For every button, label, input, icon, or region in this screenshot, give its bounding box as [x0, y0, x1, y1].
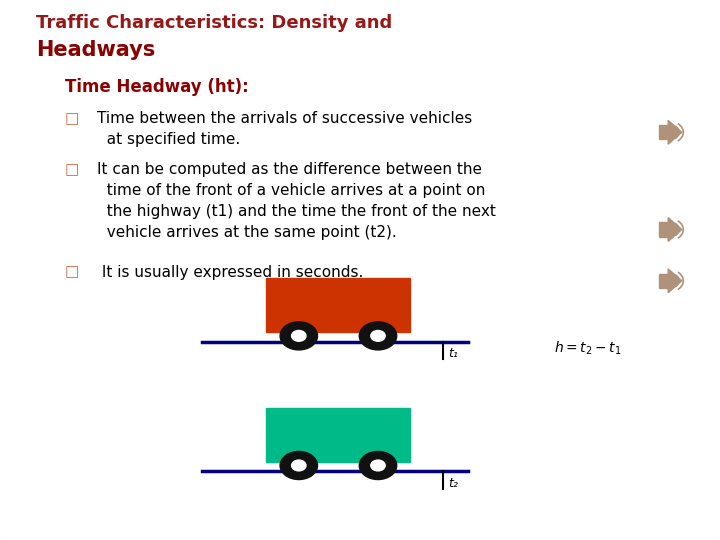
- Circle shape: [371, 330, 385, 341]
- Text: It can be computed as the difference between the
  time of the front of a vehicl: It can be computed as the difference bet…: [97, 162, 496, 240]
- Bar: [659, 125, 668, 139]
- Text: Time Headway (ht):: Time Headway (ht):: [65, 78, 248, 96]
- Text: □: □: [65, 265, 79, 280]
- Polygon shape: [668, 218, 682, 241]
- Circle shape: [292, 330, 306, 341]
- Text: Time between the arrivals of successive vehicles
  at specified time.: Time between the arrivals of successive …: [97, 111, 472, 147]
- Text: Headways: Headways: [36, 40, 156, 60]
- Circle shape: [359, 322, 397, 350]
- Text: It is usually expressed in seconds.: It is usually expressed in seconds.: [97, 265, 364, 280]
- Text: Traffic Characteristics: Density and: Traffic Characteristics: Density and: [36, 14, 392, 31]
- Polygon shape: [668, 120, 682, 144]
- Text: □: □: [65, 162, 79, 177]
- Circle shape: [371, 460, 385, 471]
- Bar: [266, 408, 410, 462]
- Text: $h=t_2-t_1$: $h=t_2-t_1$: [554, 340, 622, 357]
- Text: t₁: t₁: [449, 347, 459, 360]
- Polygon shape: [668, 269, 682, 293]
- Bar: [659, 274, 668, 288]
- Text: t₂: t₂: [449, 477, 459, 490]
- Circle shape: [280, 322, 318, 350]
- Circle shape: [292, 460, 306, 471]
- Text: □: □: [65, 111, 79, 126]
- Bar: [266, 278, 410, 332]
- Bar: [659, 222, 668, 237]
- Circle shape: [280, 451, 318, 480]
- Circle shape: [359, 451, 397, 480]
